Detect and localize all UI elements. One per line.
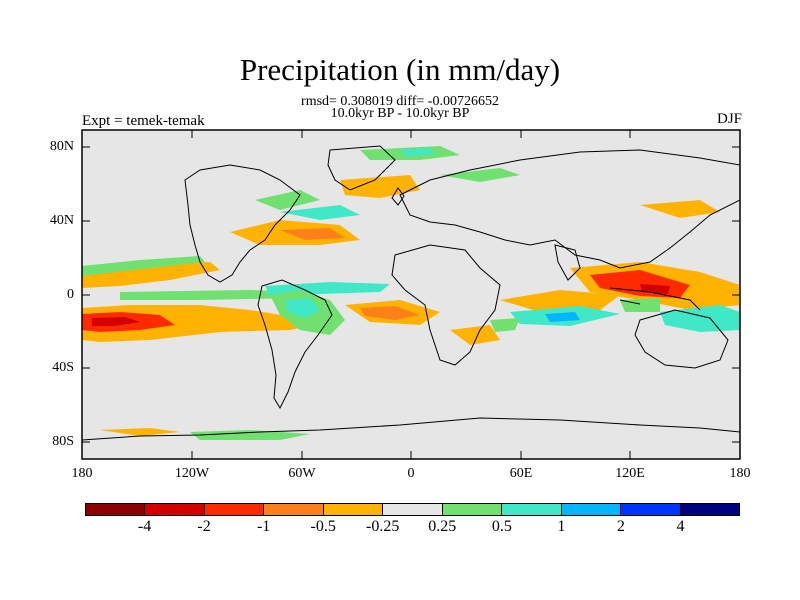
legend-colorbar bbox=[85, 503, 740, 516]
anomaly-aus-cyan bbox=[660, 305, 740, 332]
period-line: 10.0kyr BP - 10.0kyr BP bbox=[330, 106, 470, 121]
coast-antarctica bbox=[81, 417, 741, 441]
lon-label: 180 bbox=[71, 466, 93, 481]
coast-uk bbox=[391, 187, 405, 206]
legend-label: 0.5 bbox=[491, 518, 512, 535]
anomaly-europe-orange bbox=[340, 175, 420, 198]
anomaly-indian-blue bbox=[545, 312, 580, 322]
coast-north-america bbox=[184, 164, 301, 283]
coast-australia bbox=[634, 309, 729, 369]
anomaly-sa-cyan bbox=[285, 298, 320, 318]
legend-swatch bbox=[680, 504, 739, 515]
lat-label: 40S bbox=[52, 360, 74, 375]
anomaly-aus-green bbox=[620, 298, 660, 312]
legend-label: -4 bbox=[137, 518, 152, 535]
legend-swatch bbox=[561, 504, 622, 515]
anomaly-n-atlantic-red bbox=[280, 228, 345, 240]
coast-india bbox=[554, 244, 581, 281]
anomaly-africa-orange bbox=[450, 325, 500, 345]
lon-label: 60E bbox=[509, 466, 533, 481]
legend-label: -2 bbox=[197, 518, 211, 535]
legend-label: 1 bbox=[557, 518, 566, 535]
anomaly-e-asia-orange bbox=[640, 200, 720, 218]
legend-swatch bbox=[621, 504, 681, 515]
map-title: Precipitation (in mm/day) bbox=[239, 52, 561, 87]
coast-greenland bbox=[327, 145, 396, 191]
legend-label: 0.25 bbox=[428, 518, 457, 535]
lon-label: 60W bbox=[288, 466, 316, 481]
anomaly-indian-orange bbox=[500, 290, 620, 312]
stats-line: rmsd= 0.308019 diff= -0.00726652 bbox=[301, 94, 499, 109]
anomaly-arctic-cyan bbox=[400, 148, 435, 156]
anomaly-field bbox=[82, 146, 740, 440]
experiment-label: Expt = temek-temak bbox=[82, 113, 205, 129]
coast-indonesia bbox=[609, 287, 701, 311]
lon-label: 180 bbox=[729, 466, 751, 481]
axis-ticks bbox=[81, 130, 741, 459]
lon-label: 0 bbox=[407, 466, 415, 481]
legend-label: 2 bbox=[616, 518, 625, 535]
lon-label: 120E bbox=[615, 466, 645, 481]
legend-swatch bbox=[145, 504, 205, 515]
legend-label: -0.5 bbox=[310, 518, 336, 535]
legend-swatch bbox=[442, 504, 503, 515]
lat-label: 0 bbox=[67, 287, 74, 302]
legend-label: -1 bbox=[256, 518, 271, 535]
anomaly-eq-green bbox=[120, 290, 300, 300]
legend-swatch bbox=[264, 504, 324, 515]
lat-label: 40N bbox=[49, 213, 74, 228]
legend-swatch bbox=[204, 504, 265, 515]
legend-swatch bbox=[502, 504, 562, 515]
anomaly-scand-green bbox=[440, 168, 520, 182]
legend-swatch bbox=[383, 504, 443, 515]
legend-label: -0.25 bbox=[366, 518, 400, 535]
anomaly-s-atlantic-red bbox=[360, 306, 420, 320]
legend-swatch bbox=[323, 504, 384, 515]
anomaly-antarctic-green bbox=[190, 430, 310, 440]
coast-eurasia bbox=[399, 149, 741, 269]
anomaly-s-pacific-deep bbox=[92, 317, 140, 326]
lat-label: 80S bbox=[52, 434, 74, 449]
legend-swatch bbox=[86, 504, 146, 515]
legend-label: 4 bbox=[676, 518, 685, 535]
season-label: DJF bbox=[716, 111, 742, 127]
lon-label: 120W bbox=[174, 466, 210, 481]
anomaly-n-pacific-green bbox=[82, 256, 205, 276]
coastlines bbox=[81, 145, 741, 441]
lat-label: 80N bbox=[49, 139, 74, 154]
anomaly-antarctic-orange bbox=[100, 428, 180, 436]
anomaly-n-atlantic-cyan bbox=[280, 205, 360, 220]
coast-africa bbox=[391, 244, 501, 366]
coast-south-america bbox=[257, 279, 333, 410]
anomaly-africa-green bbox=[490, 318, 520, 332]
anomaly-n-atlantic-green bbox=[255, 190, 320, 210]
